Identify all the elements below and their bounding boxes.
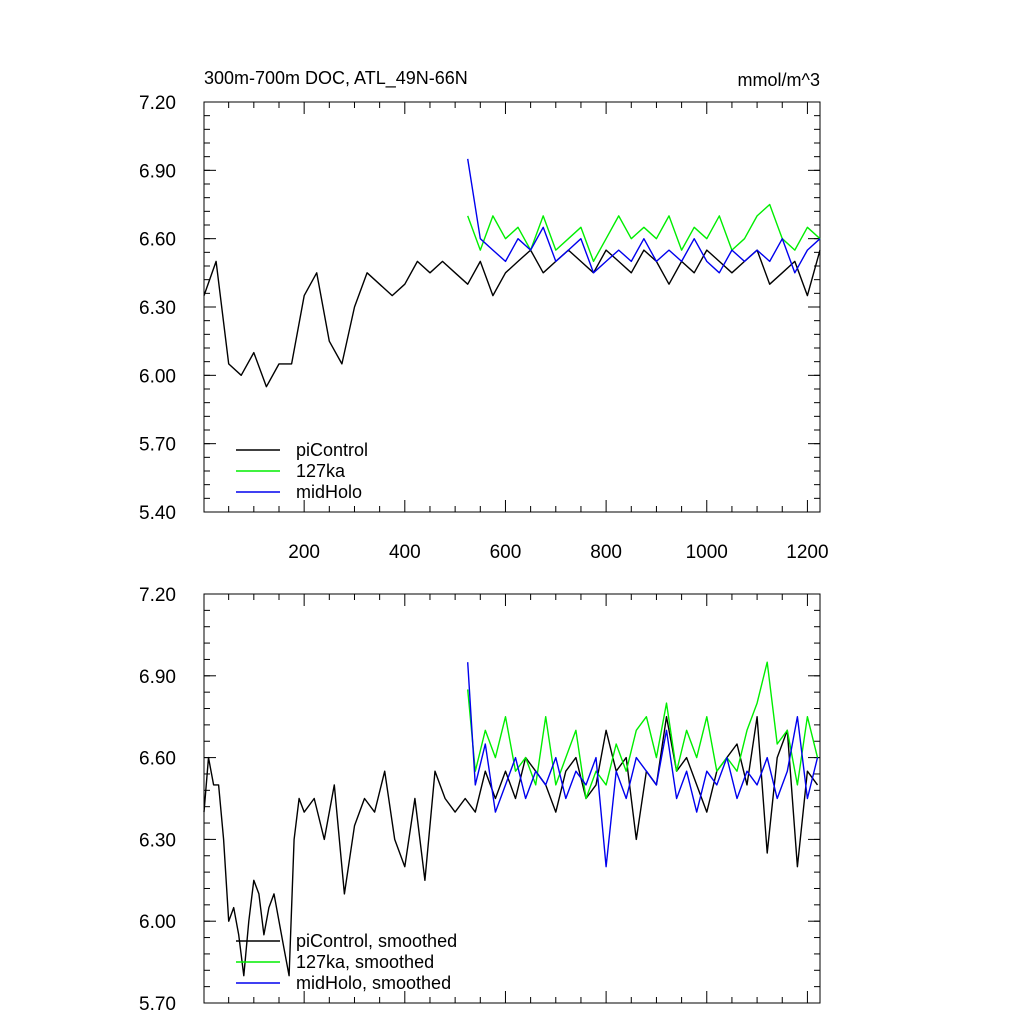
y-tick-label: 6.00: [139, 912, 176, 933]
series-line-midholo: [467, 158, 821, 274]
series-line-picontrol: [203, 249, 821, 388]
y-tick-label: 6.90: [139, 161, 176, 182]
y-tick-label: 6.90: [139, 667, 176, 688]
x-tick-label: 1200: [786, 542, 828, 563]
y-tick-label: 7.20: [139, 93, 176, 114]
chart-title: 300m-700m DOC, ATL_49N-66N: [204, 68, 468, 89]
legend-label: piControl: [296, 440, 368, 460]
series-line-picontrol: [203, 716, 819, 977]
y-tick-label: 5.40: [139, 503, 176, 524]
y-tick-label: 6.00: [139, 366, 176, 387]
bottom-chart-panel: 5.70 6.00 6.30 6.60 6.90 7.20 piControl, smoot…: [139, 585, 821, 1015]
y-tick-label: 5.70: [139, 435, 176, 456]
y-tick-label: 6.30: [139, 298, 176, 319]
legend-label: midHolo: [296, 482, 362, 502]
legend-label: midHolo, smoothed: [296, 973, 451, 993]
x-tick-label: 600: [490, 542, 522, 563]
x-tick-label: 400: [389, 542, 421, 563]
legend-label: 127ka, smoothed: [296, 952, 434, 972]
units-label: mmol/m^3: [738, 70, 820, 90]
y-tick-label: 6.60: [139, 749, 176, 770]
legend-label: 127ka: [296, 461, 346, 481]
y-tick-label: 5.70: [139, 994, 176, 1015]
y-tick-label: 7.20: [139, 585, 176, 606]
series-line-127ka: [467, 661, 819, 800]
x-tick-label: 200: [288, 542, 320, 563]
x-tick-label: 800: [590, 542, 622, 563]
y-tick-label: 6.30: [139, 830, 176, 851]
plot-frame: [203, 593, 821, 1004]
x-tick-label: 1000: [686, 542, 728, 563]
legend-label: piControl, smoothed: [296, 931, 457, 951]
series-line-127ka: [467, 203, 821, 263]
series-line-midholo: [467, 662, 819, 868]
top-chart-panel: 300m-700m DOC, ATL_49N-66N mmol/m^3 5.40…: [139, 68, 829, 563]
y-tick-label: 6.60: [139, 230, 176, 251]
